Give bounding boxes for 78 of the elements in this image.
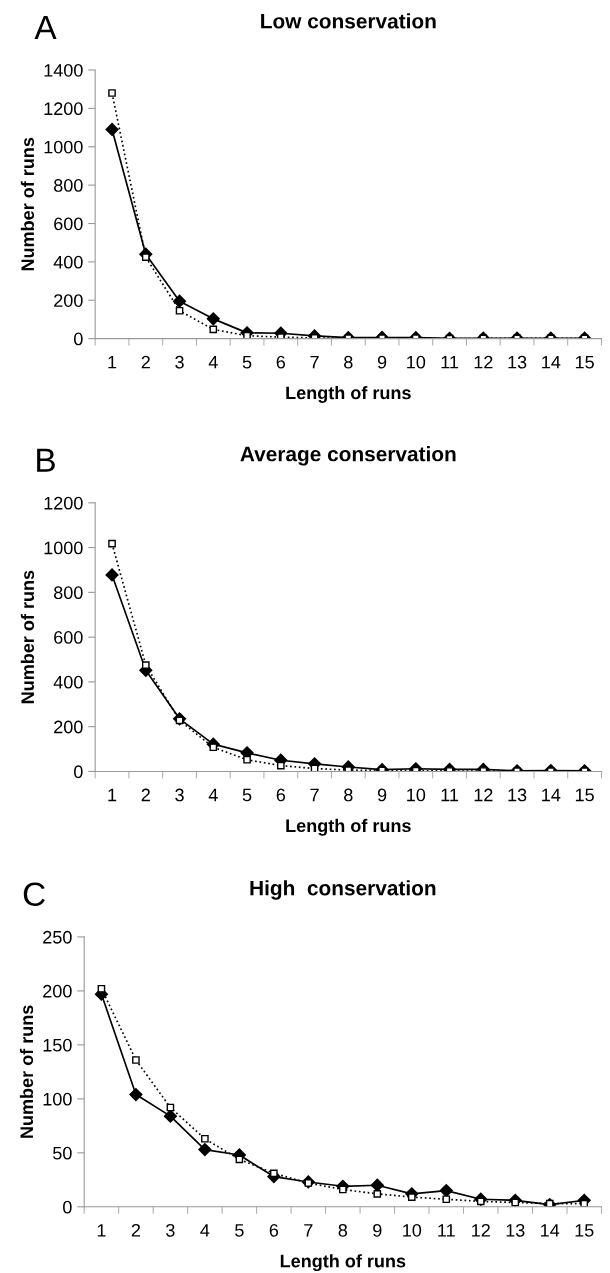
y-tick-label: 250 <box>43 930 72 944</box>
y-tick-label: 200 <box>54 294 83 307</box>
x-tick-label: 9 <box>373 1223 382 1237</box>
y-axis-title: Number of runs <box>19 1005 34 1138</box>
x-tick-label: 13 <box>508 788 527 802</box>
x-tick-label: 14 <box>541 1224 560 1237</box>
x-tick-label: 6 <box>269 1223 279 1237</box>
x-tick-label: 15 <box>575 788 594 802</box>
x-tick-label: 4 <box>208 355 218 369</box>
x-tick-label: 6 <box>276 355 286 369</box>
x-tick-label: 3 <box>175 788 184 802</box>
x-tick-label: 9 <box>377 355 387 369</box>
x-tick-label: 2 <box>141 788 150 802</box>
x-tick-label: 10 <box>407 788 426 802</box>
x-tick-label: 1 <box>108 355 117 369</box>
y-tick-label: 200 <box>43 984 72 998</box>
y-tick-label: 1000 <box>44 140 83 154</box>
x-tick-label: 10 <box>407 355 426 369</box>
x-tick-label: 13 <box>506 1223 525 1237</box>
y-tick-label: 600 <box>54 631 83 644</box>
x-tick-label: 6 <box>276 788 286 802</box>
y-tick-label: 600 <box>54 217 83 231</box>
x-tick-label: 4 <box>200 1224 210 1237</box>
chart-title: Average conservation <box>240 446 456 466</box>
x-axis-title: Length of runs <box>286 818 411 836</box>
chart-title: Low conservation <box>261 13 436 29</box>
y-axis-title: Number of runs <box>20 137 35 271</box>
x-tick-label: 8 <box>338 1223 348 1237</box>
y-tick-label: 50 <box>53 1146 72 1160</box>
x-tick-label: 5 <box>242 788 252 802</box>
y-tick-label: 1200 <box>44 102 83 116</box>
x-tick-label: 13 <box>508 355 527 369</box>
x-tick-label: 8 <box>344 788 353 802</box>
x-tick-label: 3 <box>175 355 184 369</box>
y-tick-label: 0 <box>74 332 83 346</box>
text: B <box>37 448 55 472</box>
x-tick-label: 2 <box>131 1223 141 1237</box>
x-tick-label: 11 <box>441 355 459 369</box>
y-tick-label: 0 <box>74 765 83 779</box>
x-tick-label: 15 <box>575 355 594 369</box>
x-tick-label: 14 <box>542 355 561 369</box>
text: A <box>34 15 57 39</box>
y-tick-label: 800 <box>54 586 83 600</box>
x-tick-label: 15 <box>575 1224 594 1237</box>
x-tick-label: 7 <box>310 355 319 369</box>
y-tick-label: 1200 <box>44 496 83 510</box>
x-tick-label: 4 <box>208 788 218 802</box>
x-tick-label: 12 <box>474 355 493 369</box>
x-tick-label: 1 <box>108 788 117 802</box>
x-tick-label: 1 <box>97 1224 106 1237</box>
y-tick-label: 200 <box>54 720 83 734</box>
x-tick-label: 2 <box>141 355 150 369</box>
x-tick-label: 7 <box>310 788 319 802</box>
x-axis-title: Length of runs <box>280 1254 406 1272</box>
x-tick-label: 9 <box>377 788 387 802</box>
x-tick-label: 10 <box>403 1223 422 1237</box>
x-tick-label: 11 <box>438 1224 455 1237</box>
y-tick-label: 150 <box>43 1038 72 1052</box>
x-tick-label: 14 <box>542 788 561 802</box>
x-tick-label: 3 <box>166 1223 175 1237</box>
x-tick-label: 12 <box>474 788 493 802</box>
x-tick-label: 5 <box>242 355 252 369</box>
x-tick-label: 7 <box>304 1224 313 1237</box>
y-tick-label: 1000 <box>44 541 83 555</box>
x-tick-label: 12 <box>472 1223 490 1237</box>
chart-title: High conservation <box>250 880 436 900</box>
y-tick-label: 800 <box>54 179 83 192</box>
x-tick-label: 5 <box>235 1224 244 1237</box>
y-tick-label: 100 <box>43 1092 72 1106</box>
x-axis-title: Length of runs <box>286 386 411 403</box>
y-tick-label: 400 <box>53 255 83 269</box>
x-tick-label: 11 <box>441 788 459 802</box>
y-tick-label: 400 <box>53 675 83 689</box>
y-axis-title: Number of runs <box>20 570 35 704</box>
y-tick-label: 0 <box>63 1200 72 1214</box>
text: C <box>23 882 45 907</box>
x-tick-label: 8 <box>344 355 353 369</box>
y-tick-label: 1400 <box>44 63 83 77</box>
